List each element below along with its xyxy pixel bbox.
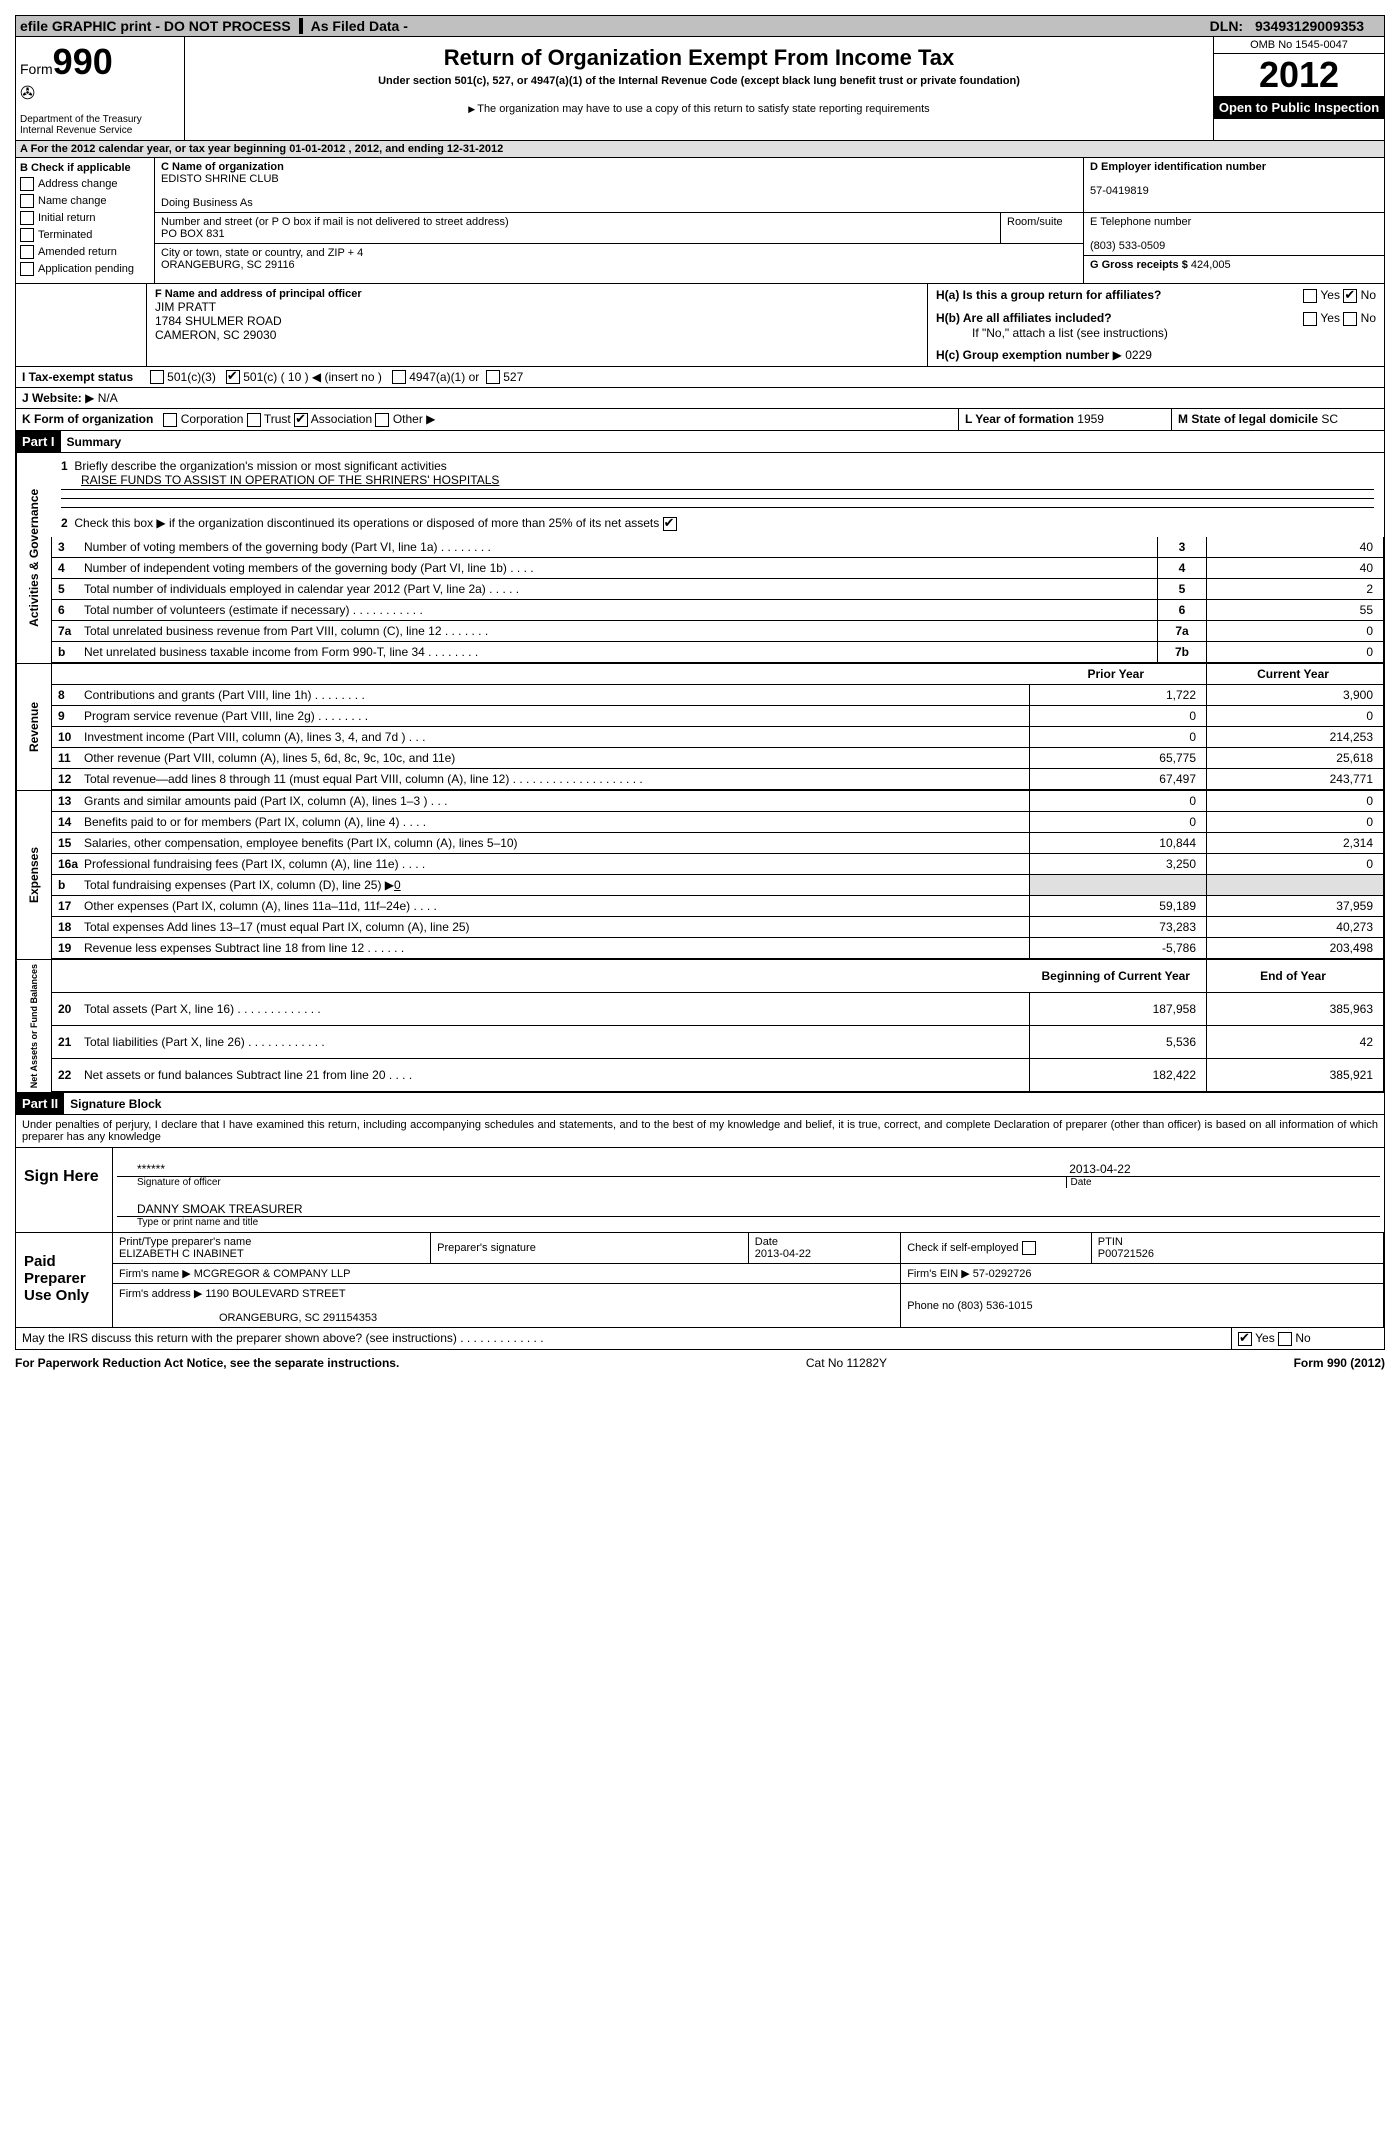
sign-date: 2013-04-22 <box>1069 1162 1380 1176</box>
section-f: F Name and address of principal officer … <box>147 284 927 366</box>
group-exemption-number: 0229 <box>1125 348 1152 362</box>
phone: (803) 533-0509 <box>1090 240 1165 252</box>
ein: 57-0419819 <box>1090 185 1149 197</box>
preparer-date: 2013-04-22 <box>755 1248 811 1260</box>
section-h: H(a) Is this a group return for affiliat… <box>927 284 1384 366</box>
as-filed-text: As Filed Data - <box>311 18 408 34</box>
hb-yes-checkbox[interactable] <box>1303 312 1317 326</box>
ha-yes-checkbox[interactable] <box>1303 289 1317 303</box>
discuss-row: May the IRS discuss this return with the… <box>15 1328 1385 1350</box>
firm-address: 1190 BOULEVARD STREET <box>205 1288 345 1300</box>
preparer-name: ELIZABETH C INABINET <box>119 1248 244 1260</box>
footer-left: For Paperwork Reduction Act Notice, see … <box>15 1356 399 1370</box>
section-i: I Tax-exempt status 501(c)(3) 501(c) ( 1… <box>15 367 1385 389</box>
section-klm: K Form of organization Corporation Trust… <box>15 409 1385 431</box>
association-checkbox[interactable] <box>294 413 308 427</box>
tax-year: 2012 <box>1214 54 1384 96</box>
summary-net-assets: Net Assets or Fund Balances Beginning of… <box>15 960 1385 1093</box>
state-domicile: SC <box>1321 412 1338 426</box>
section-c: C Name of organization EDISTO SHRINE CLU… <box>155 158 1083 283</box>
org-info-row: B Check if applicable Address change Nam… <box>15 158 1385 284</box>
amended-return-checkbox[interactable] <box>20 245 34 259</box>
paid-preparer-row: Paid Preparer Use Only Print/Type prepar… <box>16 1233 1384 1327</box>
summary-revenue: Revenue Prior YearCurrent Year8Contribut… <box>15 664 1385 791</box>
discuss-yes-checkbox[interactable] <box>1238 1332 1252 1346</box>
vert-expenses: Expenses <box>16 791 51 959</box>
year-box: OMB No 1545-0047 2012 Open to Public Ins… <box>1213 37 1384 140</box>
form-id-box: Form990 ✇ Department of the Treasury Int… <box>16 37 185 140</box>
self-employed-checkbox[interactable] <box>1022 1241 1036 1255</box>
subtitle-1: Under section 501(c), 527, or 4947(a)(1)… <box>189 75 1209 87</box>
website: N/A <box>98 391 118 405</box>
4947-checkbox[interactable] <box>392 370 406 384</box>
expenses-table: 13Grants and similar amounts paid (Part … <box>51 791 1384 959</box>
section-a: A For the 2012 calendar year, or tax yea… <box>15 141 1385 158</box>
officer-name-title: DANNY SMOAK TREASURER <box>117 1202 1380 1216</box>
mission-text: RAISE FUNDS TO ASSIST IN OPERATION OF TH… <box>81 473 499 487</box>
footer-right: Form 990 (2012) <box>1294 1356 1385 1370</box>
perjury-statement: Under penalties of perjury, I declare th… <box>15 1115 1385 1148</box>
discontinued-checkbox[interactable] <box>663 517 677 531</box>
vert-governance: Activities & Governance <box>16 453 51 663</box>
efile-header-bar: efile GRAPHIC print - DO NOT PROCESS | A… <box>15 15 1385 37</box>
section-j: J Website: ▶ N/A <box>15 388 1385 409</box>
dln-block: DLN: 93493129009353 <box>1210 18 1372 34</box>
net-assets-table: Beginning of Current YearEnd of Year20To… <box>51 960 1384 1092</box>
form-header: Form990 ✇ Department of the Treasury Int… <box>15 37 1385 141</box>
org-name: EDISTO SHRINE CLUB <box>161 173 279 185</box>
firm-ein: 57-0292726 <box>973 1268 1032 1280</box>
vert-revenue: Revenue <box>16 664 51 790</box>
terminated-checkbox[interactable] <box>20 228 34 242</box>
preparer-table: Print/Type preparer's nameELIZABETH C IN… <box>113 1233 1384 1327</box>
hb-no-checkbox[interactable] <box>1343 312 1357 326</box>
paid-preparer-label: Paid Preparer Use Only <box>16 1233 113 1327</box>
officer-addr1: 1784 SHULMER ROAD <box>155 314 919 328</box>
ptin: P00721526 <box>1098 1248 1154 1260</box>
name-change-checkbox[interactable] <box>20 194 34 208</box>
address-change-checkbox[interactable] <box>20 177 34 191</box>
calendar-year-text: A For the 2012 calendar year, or tax yea… <box>16 141 1384 157</box>
initial-return-checkbox[interactable] <box>20 211 34 225</box>
firm-phone: (803) 536-1015 <box>957 1300 1032 1312</box>
firm-name: MCGREGOR & COMPANY LLP <box>194 1268 351 1280</box>
org-city: ORANGEBURG, SC 29116 <box>161 259 295 271</box>
discuss-no-checkbox[interactable] <box>1278 1332 1292 1346</box>
title-box: Return of Organization Exempt From Incom… <box>185 37 1213 140</box>
sign-here-row: Sign Here ****** 2013-04-22 Signature of… <box>16 1148 1384 1233</box>
year-formation: 1959 <box>1077 412 1104 426</box>
summary-expenses: Expenses 13Grants and similar amounts pa… <box>15 791 1385 960</box>
page-footer: For Paperwork Reduction Act Notice, see … <box>15 1350 1385 1370</box>
gross-receipts: 424,005 <box>1191 259 1231 271</box>
efile-text: efile GRAPHIC print - DO NOT PROCESS <box>20 18 291 34</box>
revenue-table: Prior YearCurrent Year8Contributions and… <box>51 664 1384 790</box>
part-2-header: Part II Signature Block <box>15 1093 1385 1115</box>
officer-name: JIM PRATT <box>155 300 919 314</box>
trust-checkbox[interactable] <box>247 413 261 427</box>
summary-governance: Activities & Governance 1 Briefly descri… <box>15 453 1385 664</box>
sign-here-label: Sign Here <box>16 1148 113 1232</box>
ha-no-checkbox[interactable] <box>1343 289 1357 303</box>
other-checkbox[interactable] <box>375 413 389 427</box>
501c-checkbox[interactable] <box>226 370 240 384</box>
corporation-checkbox[interactable] <box>163 413 177 427</box>
527-checkbox[interactable] <box>486 370 500 384</box>
firm-city: ORANGEBURG, SC 291154353 <box>119 1312 377 1324</box>
officer-addr2: CAMERON, SC 29030 <box>155 328 919 342</box>
subtitle-2: The organization may have to use a copy … <box>477 103 929 115</box>
org-street: PO BOX 831 <box>161 228 225 240</box>
footer-center: Cat No 11282Y <box>806 1356 887 1370</box>
application-pending-checkbox[interactable] <box>20 262 34 276</box>
501c3-checkbox[interactable] <box>150 370 164 384</box>
governance-table: 3Number of voting members of the governi… <box>51 537 1384 663</box>
omb-number: OMB No 1545-0047 <box>1214 37 1384 54</box>
part-1-header: Part I Summary <box>15 431 1385 453</box>
officer-and-h-row: F Name and address of principal officer … <box>15 284 1385 367</box>
form-title: Return of Organization Exempt From Incom… <box>189 45 1209 71</box>
open-inspection: Open to Public Inspection <box>1214 96 1384 119</box>
right-info-col: D Employer identification number 57-0419… <box>1083 158 1384 283</box>
section-b: B Check if applicable Address change Nam… <box>16 158 155 283</box>
vert-net-assets: Net Assets or Fund Balances <box>16 960 51 1092</box>
